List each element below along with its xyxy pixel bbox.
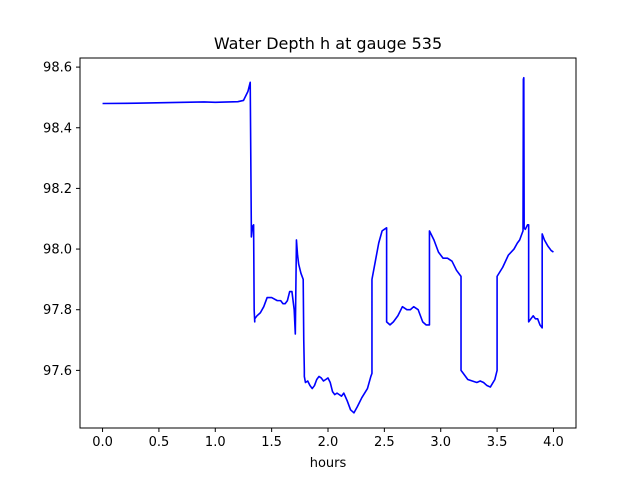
x-tick-label: 0.0 [92, 435, 113, 450]
x-tick-label: 3.5 [487, 435, 508, 450]
x-tick-label: 2.0 [318, 435, 339, 450]
chart-title: Water Depth h at gauge 535 [214, 34, 442, 53]
series-layer [102, 76, 554, 414]
y-tick-label: 98.4 [43, 121, 72, 136]
x-tick-label: 2.5 [374, 435, 395, 450]
y-tick-label: 97.6 [43, 364, 72, 379]
series-line-0 [102, 76, 554, 414]
y-axis-ticks: 97.6 97.8 98.0 98.2 98.4 98.6 [43, 61, 80, 379]
y-tick-label: 97.8 [43, 303, 72, 318]
x-tick-label: 1.5 [261, 435, 282, 450]
x-axis-ticks: 0.0 0.5 1.0 1.5 2.0 2.5 3.0 3.5 4.0 [92, 428, 564, 450]
x-tick-label: 0.5 [149, 435, 170, 450]
y-tick-label: 98.2 [43, 182, 72, 197]
y-tick-label: 98.0 [43, 243, 72, 258]
x-axis-label: hours [310, 456, 347, 471]
x-tick-label: 3.0 [430, 435, 451, 450]
x-tick-label: 4.0 [543, 435, 564, 450]
y-tick-label: 98.6 [43, 61, 72, 76]
x-tick-label: 1.0 [205, 435, 226, 450]
